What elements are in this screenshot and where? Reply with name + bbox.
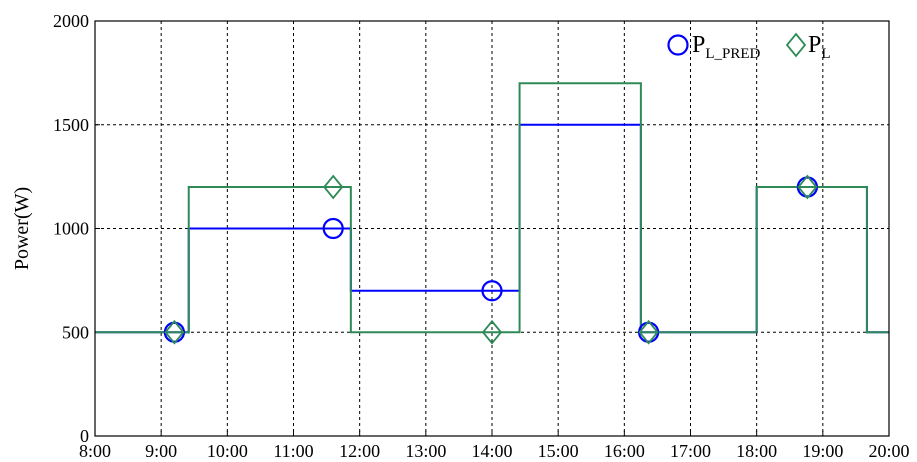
y-tick-label: 1000: [53, 219, 89, 239]
legend-pred-circle-icon: [667, 34, 689, 56]
x-tick-label: 14:00: [471, 441, 512, 461]
x-tick-label: 18:00: [736, 441, 777, 461]
x-tick-label: 16:00: [604, 441, 645, 461]
y-tick-labels: 0 500 1000 1500 2000: [53, 11, 89, 446]
x-tick-label: 11:00: [273, 441, 313, 461]
y-tick-label: 0: [80, 426, 89, 446]
x-tick-label: 13:00: [405, 441, 446, 461]
y-axis-title: Power(W): [11, 187, 33, 270]
x-tick-label: 9:00: [145, 441, 177, 461]
legend-pred-main: P: [692, 32, 705, 58]
x-tick-label: 10:00: [207, 441, 248, 461]
y-tick-label: 1500: [53, 115, 89, 135]
legend-actual-sub: L: [821, 46, 830, 62]
legend-actual-diamond-icon: [785, 32, 807, 58]
x-tick-label: 19:00: [802, 441, 843, 461]
x-tick-label: 17:00: [670, 441, 711, 461]
marker-pred: [481, 280, 503, 302]
x-tick-label: 20:00: [868, 441, 909, 461]
legend: PL_PRED PL: [667, 32, 831, 62]
plot-frame: [94, 20, 890, 437]
marker-actual: [323, 174, 344, 200]
x-tick-label: 15:00: [538, 441, 579, 461]
legend-pred-label: PL_PRED: [692, 32, 761, 62]
series-line-actual: [95, 82, 889, 334]
marker-actual: [164, 319, 185, 345]
legend-actual-label: PL: [808, 32, 831, 62]
y-tick-label: 500: [62, 322, 89, 342]
y-tick-label: 2000: [53, 11, 89, 31]
series-lines: [95, 82, 889, 334]
x-tick-labels: 8:00 9:00 10:00 11:00 12:00 13:00 14:00 15:00 16…: [79, 441, 910, 461]
marker-actual: [797, 174, 818, 200]
x-tick-label: 12:00: [339, 441, 380, 461]
marker-actual: [638, 319, 659, 345]
series-markers: [163, 174, 818, 345]
legend-actual-main: P: [808, 32, 821, 58]
legend-pred-sub: L_PRED: [705, 46, 760, 62]
marker-actual: [481, 319, 503, 345]
marker-pred: [322, 217, 344, 240]
x-tick-label: 8:00: [79, 441, 111, 461]
